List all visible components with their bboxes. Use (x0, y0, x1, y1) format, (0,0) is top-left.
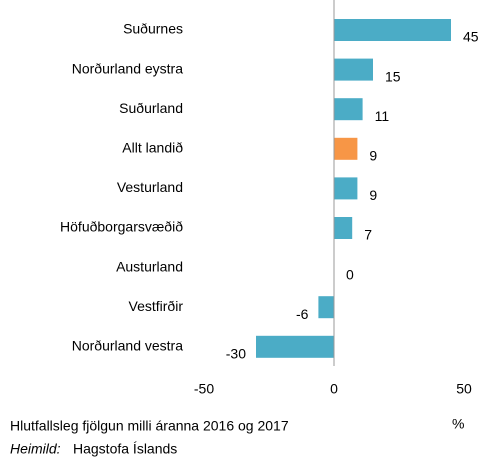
x-tick-label: 0 (330, 381, 338, 397)
value-label: 45 (463, 29, 479, 45)
value-label: 0 (346, 266, 354, 282)
source-label: Heimild: (10, 441, 61, 457)
bar (334, 58, 373, 81)
value-label: -6 (296, 306, 309, 322)
category-label: Austurland (116, 258, 183, 274)
bar (334, 177, 358, 200)
bar (318, 296, 334, 319)
category-label: Suðurnes (123, 21, 183, 37)
unit-label: % (452, 416, 464, 432)
bar (334, 217, 353, 239)
category-label: Höfuðborgarsvæðið (60, 219, 183, 235)
category-label: Norðurland vestra (72, 338, 183, 354)
value-label: 11 (375, 108, 390, 124)
value-label: 7 (364, 227, 372, 243)
bar (334, 137, 358, 160)
category-label: Vestfirðir (129, 298, 184, 314)
source: Hagstofa Íslands (73, 441, 177, 457)
x-tick-label: -50 (194, 381, 214, 397)
category-label: Norðurland eystra (72, 60, 183, 76)
x-tick-label: 50 (456, 381, 472, 397)
bar (334, 98, 363, 121)
value-label: 9 (369, 148, 377, 164)
category-label: Suðurland (119, 100, 183, 116)
value-label: 15 (385, 68, 401, 84)
category-label: Vesturland (117, 179, 183, 195)
value-label: -30 (226, 346, 246, 362)
x-axis-label: Hlutfallsleg fjölgun milli áranna 2016 o… (10, 418, 289, 434)
value-label: 9 (369, 187, 377, 203)
category-label: Allt landið (122, 140, 183, 156)
bar (334, 19, 451, 41)
bar (256, 335, 334, 358)
